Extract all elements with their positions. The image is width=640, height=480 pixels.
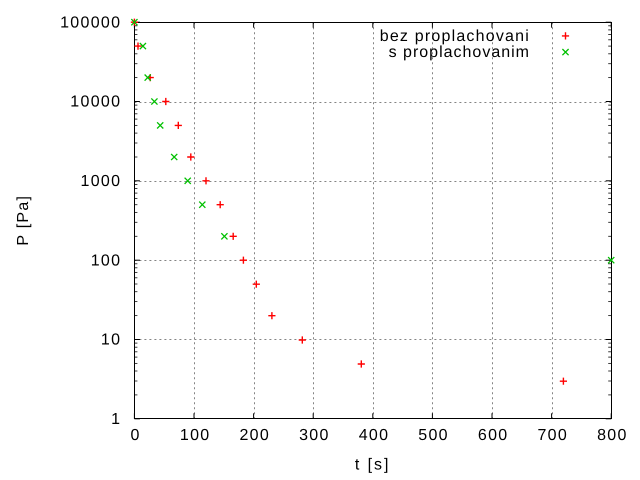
svg-text:1: 1 xyxy=(111,411,121,428)
svg-text:100: 100 xyxy=(180,427,211,444)
svg-text:t [s]: t [s] xyxy=(355,456,391,473)
svg-text:P [Pa]: P [Pa] xyxy=(15,195,32,246)
svg-text:200: 200 xyxy=(239,427,270,444)
svg-text:600: 600 xyxy=(478,427,509,444)
svg-text:500: 500 xyxy=(418,427,449,444)
svg-text:400: 400 xyxy=(359,427,390,444)
svg-text:800: 800 xyxy=(597,427,628,444)
svg-text:100000: 100000 xyxy=(60,14,121,31)
svg-text:10000: 10000 xyxy=(70,94,121,111)
svg-text:0: 0 xyxy=(130,427,140,444)
svg-text:bez proplachovani: bez proplachovani xyxy=(380,28,530,45)
svg-text:s proplachovanim: s proplachovanim xyxy=(389,44,530,61)
svg-text:100: 100 xyxy=(91,252,122,269)
svg-text:1000: 1000 xyxy=(81,173,122,190)
svg-text:300: 300 xyxy=(299,427,330,444)
svg-text:10: 10 xyxy=(101,332,121,349)
svg-text:700: 700 xyxy=(537,427,568,444)
